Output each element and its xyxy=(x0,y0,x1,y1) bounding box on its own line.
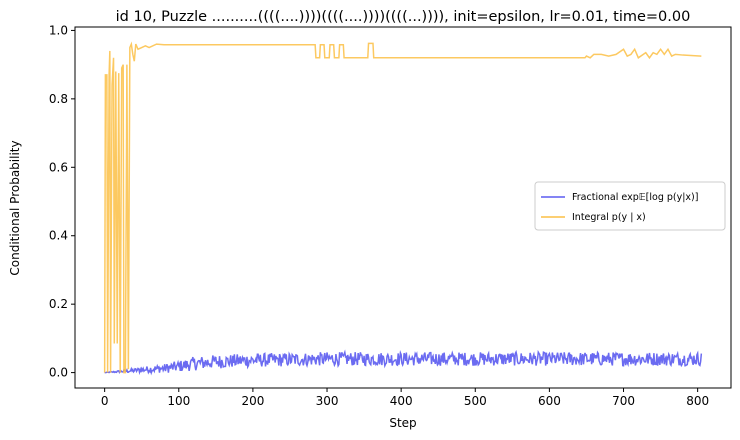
legend: Fractional exp𝔼[log p(y|x)] Integral p(y… xyxy=(534,181,726,231)
legend-label-integral: Integral p(y | x) xyxy=(572,212,646,223)
chart-title: id 10, Puzzle ..........((((....))))((((… xyxy=(116,9,691,25)
series-line-fractional xyxy=(104,349,703,376)
x-tick-label: 300 xyxy=(316,394,339,408)
x-tick-label: 800 xyxy=(686,394,709,408)
y-tick-label: 0.8 xyxy=(49,92,68,106)
x-tick-label: 700 xyxy=(612,394,635,408)
y-tick-label: 1.0 xyxy=(49,23,68,37)
y-tick-label: 0.6 xyxy=(49,160,68,174)
x-tick-label: 100 xyxy=(167,394,190,408)
legend-box xyxy=(534,181,726,231)
x-tick-label: 500 xyxy=(464,394,487,408)
y-tick-label: 0.4 xyxy=(49,229,68,243)
legend-label-fractional: Fractional exp𝔼[log p(y|x)] xyxy=(572,192,698,203)
x-tick-label: 400 xyxy=(390,394,413,408)
x-tick-label: 200 xyxy=(241,394,264,408)
x-axis-label: Step xyxy=(389,416,416,430)
y-tick-label: 0.2 xyxy=(49,297,68,311)
series-line-integral xyxy=(103,41,702,374)
y-axis-label: Conditional Probability xyxy=(8,140,22,275)
plot-area xyxy=(103,41,703,376)
x-tick-label: 600 xyxy=(538,394,561,408)
plot-frame xyxy=(74,26,732,389)
y-tick-label: 0.0 xyxy=(49,366,68,380)
x-tick-label: 0 xyxy=(101,394,109,408)
x-axis: 0 100 200 300 400 500 600 700 800 xyxy=(101,388,709,408)
y-axis: 0.0 0.2 0.4 0.6 0.8 1.0 xyxy=(49,23,75,380)
